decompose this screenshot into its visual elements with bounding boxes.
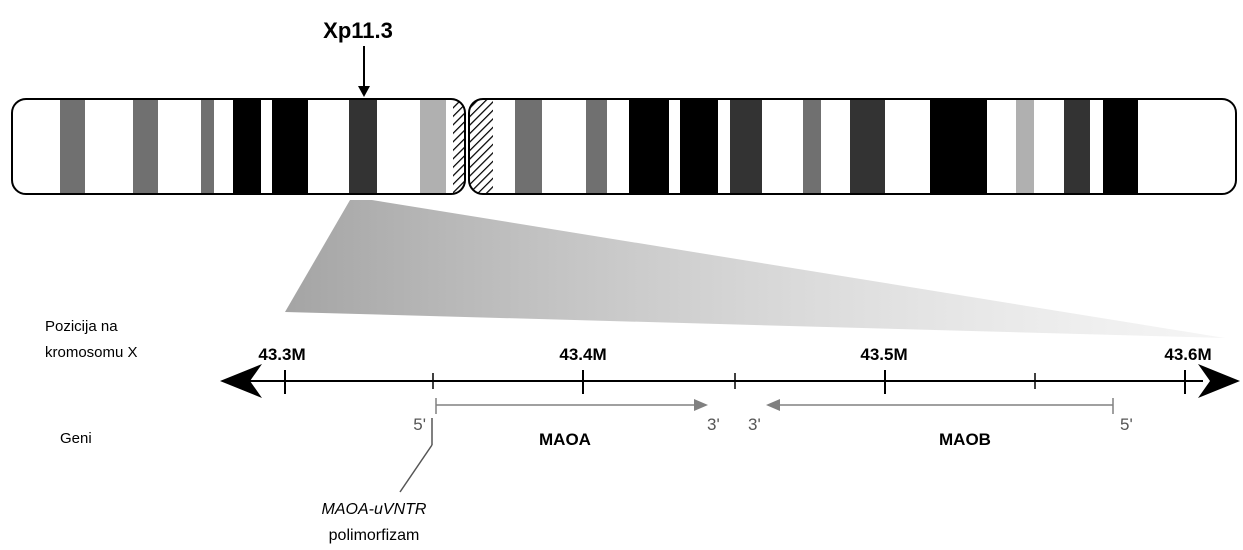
- band: [730, 99, 762, 194]
- band: [1016, 99, 1034, 194]
- gene-maob-3prime: 3': [748, 415, 761, 434]
- tick-label-43-6: 43.6M: [1164, 345, 1211, 364]
- band-label: Xp11.3: [323, 18, 393, 43]
- band: [1103, 99, 1138, 194]
- polymorphism-leader: [399, 444, 433, 493]
- centromere-hatch: [469, 99, 493, 194]
- band-pointer-arrowhead: [358, 86, 370, 97]
- gene-maoa-3prime: 3': [707, 415, 720, 434]
- band: [680, 99, 718, 194]
- band: [629, 99, 669, 194]
- axis-left-arrowhead: [220, 364, 262, 398]
- position-label-line1: Pozicija na: [45, 318, 118, 335]
- polymorphism-name: MAOA-uVNTR: [322, 501, 427, 518]
- centromere-hatch: [453, 99, 465, 194]
- gene-maoa-arrowhead: [694, 399, 708, 411]
- gene-maoa-name: MAOA: [539, 430, 591, 449]
- band: [201, 99, 214, 194]
- band: [133, 99, 158, 194]
- axis-right-arrowhead: [1198, 364, 1240, 398]
- chromosome-p-arm-outline: [11, 98, 466, 195]
- polymorphism-type: polimorfizam: [329, 527, 420, 544]
- band: [272, 99, 308, 194]
- band: [420, 99, 446, 194]
- gene-maoa: 5' 3' MAOA: [413, 398, 720, 449]
- band: [515, 99, 542, 194]
- band: [803, 99, 821, 194]
- band: [930, 99, 987, 194]
- position-label-line2: kromosomu X: [45, 344, 138, 361]
- band: [349, 99, 377, 194]
- gene-maob-5prime: 5': [1120, 415, 1133, 434]
- gene-maob: 3' 5' MAOB: [748, 398, 1133, 449]
- band: [586, 99, 607, 194]
- tick-label-43-4: 43.4M: [559, 345, 606, 364]
- chromosome-p-arm: [12, 99, 465, 194]
- position-label: Pozicija na kromosomu X: [45, 318, 138, 361]
- zoom-projection: [285, 200, 1225, 338]
- band: [233, 99, 261, 194]
- chromosome-q-arm: [469, 99, 1236, 194]
- chromosome-q-arm-outline: [468, 98, 1237, 195]
- band: [60, 99, 85, 194]
- gene-maob-name: MAOB: [939, 430, 991, 449]
- band: [850, 99, 885, 194]
- gene-maoa-5prime: 5': [413, 415, 426, 434]
- tick-label-43-3: 43.3M: [258, 345, 305, 364]
- gene-maob-arrowhead: [766, 399, 780, 411]
- genes-row-label: Geni: [60, 430, 92, 447]
- band: [1064, 99, 1090, 194]
- tick-label-43-5: 43.5M: [860, 345, 907, 364]
